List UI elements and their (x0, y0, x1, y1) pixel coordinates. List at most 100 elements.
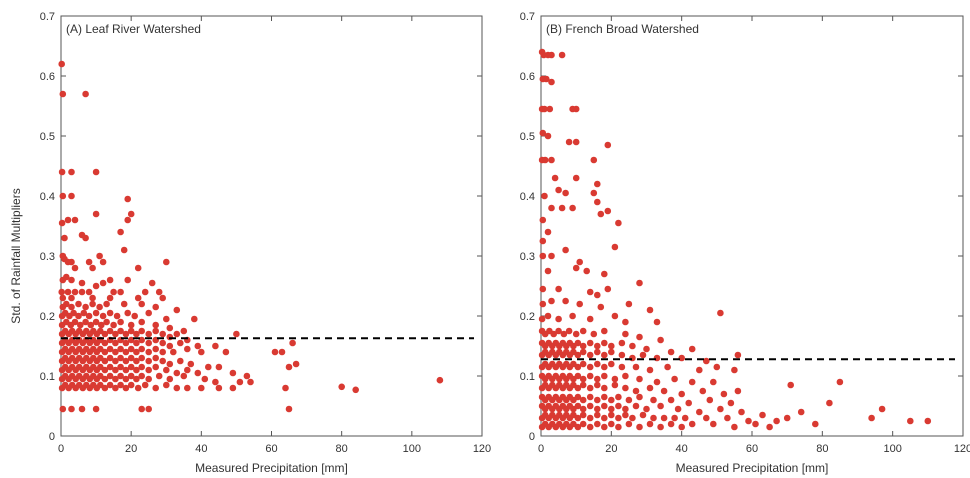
data-point (590, 156, 598, 164)
data-point (653, 318, 661, 326)
data-point (836, 378, 844, 386)
data-point (622, 411, 629, 419)
data-point (110, 321, 117, 329)
data-point (555, 285, 562, 293)
x-tick-label: 60 (746, 443, 758, 455)
data-point (278, 348, 286, 356)
x-tick-label: 0 (538, 443, 544, 455)
data-point (127, 372, 135, 380)
data-point (629, 342, 636, 350)
data-point (134, 264, 142, 272)
data-point (127, 381, 135, 389)
data-point (601, 372, 608, 380)
data-point (579, 375, 587, 383)
data-point (138, 300, 145, 308)
data-point (110, 288, 117, 296)
data-point (106, 372, 114, 380)
data-point (586, 372, 594, 380)
data-point (117, 381, 124, 389)
data-point (180, 372, 188, 380)
y-tick-label: 0.3 (520, 251, 535, 263)
data-point (544, 267, 552, 275)
data-point (106, 294, 114, 302)
data-point (601, 393, 608, 401)
data-point (667, 396, 675, 404)
data-point (166, 342, 174, 350)
data-point (58, 219, 66, 227)
data-point (759, 411, 766, 419)
data-point (159, 348, 166, 356)
data-point (551, 174, 559, 182)
data-point (541, 105, 548, 113)
x-tick-label: 80 (336, 443, 348, 455)
data-point (657, 336, 664, 344)
data-point (215, 363, 223, 371)
data-point (222, 348, 230, 356)
data-point (106, 345, 114, 353)
data-point (541, 156, 549, 164)
data-point (632, 363, 640, 371)
y-tick-label: 0.5 (520, 131, 535, 143)
data-point (145, 330, 152, 338)
data-point (141, 288, 149, 296)
data-point (205, 363, 212, 371)
data-point (594, 396, 601, 404)
data-point (579, 420, 587, 428)
data-point (152, 384, 159, 392)
data-point (127, 210, 135, 218)
data-point (574, 393, 582, 401)
data-point (122, 339, 130, 347)
data-point (152, 345, 159, 353)
data-point (625, 300, 633, 308)
data-point (717, 309, 724, 317)
data-point (198, 348, 205, 356)
data-point (89, 294, 96, 302)
data-point (667, 348, 675, 356)
data-point (184, 384, 191, 392)
data-point (703, 357, 710, 365)
data-point (106, 276, 114, 284)
data-point (101, 348, 109, 356)
data-point (101, 384, 109, 392)
y-tick-label: 0.5 (40, 131, 55, 143)
data-point (586, 414, 594, 422)
data-point (546, 105, 554, 113)
data-point (117, 363, 124, 371)
data-point (113, 312, 121, 320)
y-tick-label: 0.6 (520, 71, 535, 83)
data-point (608, 348, 615, 356)
data-point (170, 348, 177, 356)
data-point (713, 363, 721, 371)
data-point (59, 192, 67, 200)
data-point (78, 279, 86, 287)
data-point (112, 339, 119, 347)
data-point (688, 378, 696, 386)
data-point (688, 420, 696, 428)
data-point (608, 405, 615, 413)
y-tick-label: 0 (49, 431, 55, 443)
data-point (636, 333, 643, 341)
data-point (594, 375, 601, 383)
data-point (601, 327, 608, 335)
data-point (101, 330, 109, 338)
data-point (734, 387, 742, 395)
data-point (622, 372, 629, 380)
data-point (608, 342, 615, 350)
data-point (671, 375, 678, 383)
x-tick-label: 80 (816, 443, 828, 455)
data-point (122, 348, 130, 356)
data-point (96, 252, 103, 260)
x-tick-label: 120 (954, 443, 970, 455)
data-point (141, 381, 149, 389)
data-point (145, 366, 152, 374)
data-point (77, 321, 84, 329)
data-point (177, 357, 184, 365)
data-point (215, 384, 223, 392)
data-point (163, 258, 170, 266)
data-point (59, 90, 67, 98)
data-point (173, 384, 181, 392)
data-point (678, 390, 685, 398)
data-point (131, 312, 138, 320)
data-point (124, 276, 131, 284)
data-point (696, 366, 703, 374)
